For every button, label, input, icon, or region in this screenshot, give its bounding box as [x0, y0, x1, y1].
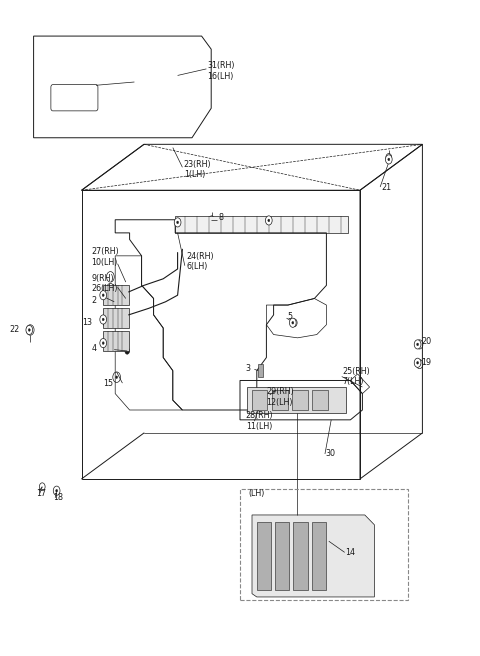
Text: 18: 18: [53, 493, 63, 502]
Text: 5: 5: [287, 312, 292, 321]
Circle shape: [116, 376, 118, 379]
Text: 21: 21: [382, 183, 392, 192]
Polygon shape: [103, 308, 129, 328]
Text: 15: 15: [103, 379, 113, 388]
Text: 3: 3: [246, 364, 251, 373]
Polygon shape: [312, 522, 326, 590]
Text: 9(RH)
26(LH): 9(RH) 26(LH): [91, 274, 118, 293]
Polygon shape: [272, 390, 288, 410]
Circle shape: [385, 155, 392, 164]
Polygon shape: [312, 390, 328, 410]
Text: 22: 22: [10, 325, 20, 334]
Circle shape: [417, 361, 419, 364]
Circle shape: [102, 342, 104, 344]
Circle shape: [125, 348, 130, 354]
Polygon shape: [252, 390, 267, 410]
Text: 30: 30: [325, 449, 335, 459]
Circle shape: [100, 315, 107, 324]
Circle shape: [416, 340, 423, 349]
Circle shape: [414, 340, 421, 349]
Circle shape: [268, 219, 270, 222]
Circle shape: [26, 325, 34, 335]
Polygon shape: [258, 364, 263, 377]
Circle shape: [102, 294, 104, 297]
Circle shape: [177, 221, 179, 224]
Text: 29(RH)
12(LH): 29(RH) 12(LH): [266, 387, 294, 407]
Bar: [240, 489, 408, 600]
Circle shape: [417, 343, 419, 346]
Text: 19: 19: [421, 358, 432, 367]
Polygon shape: [247, 387, 346, 413]
Text: 27(RH)
10(LH): 27(RH) 10(LH): [91, 247, 119, 267]
Circle shape: [388, 158, 390, 161]
Text: 4: 4: [91, 344, 96, 354]
Text: 13: 13: [83, 318, 93, 327]
Text: (LH): (LH): [249, 489, 265, 499]
Text: 23(RH)
1(LH): 23(RH) 1(LH): [184, 159, 212, 179]
Circle shape: [28, 329, 30, 331]
Circle shape: [26, 325, 33, 335]
Text: 2: 2: [91, 296, 96, 305]
Text: 17: 17: [36, 489, 46, 498]
Circle shape: [265, 216, 272, 225]
Text: 28(RH)
11(LH): 28(RH) 11(LH): [246, 411, 274, 431]
Text: 20: 20: [421, 337, 432, 346]
Text: 31(RH)
16(LH): 31(RH) 16(LH): [207, 61, 235, 81]
Text: 24(RH)
6(LH): 24(RH) 6(LH): [186, 252, 214, 272]
Circle shape: [100, 291, 107, 300]
Circle shape: [291, 319, 297, 327]
Polygon shape: [275, 522, 289, 590]
Circle shape: [292, 321, 294, 324]
Polygon shape: [293, 522, 308, 590]
Text: 8: 8: [218, 213, 223, 222]
Circle shape: [414, 358, 421, 367]
Polygon shape: [175, 216, 348, 233]
Circle shape: [56, 489, 58, 492]
Text: 25(RH)
7(LH): 25(RH) 7(LH): [342, 367, 370, 386]
Polygon shape: [257, 522, 271, 590]
Polygon shape: [103, 331, 129, 351]
Circle shape: [174, 218, 181, 227]
Circle shape: [102, 318, 104, 321]
Polygon shape: [292, 390, 308, 410]
Polygon shape: [252, 515, 374, 597]
Circle shape: [100, 338, 107, 348]
Circle shape: [289, 318, 296, 327]
Text: 14: 14: [346, 548, 356, 557]
Polygon shape: [103, 285, 129, 305]
